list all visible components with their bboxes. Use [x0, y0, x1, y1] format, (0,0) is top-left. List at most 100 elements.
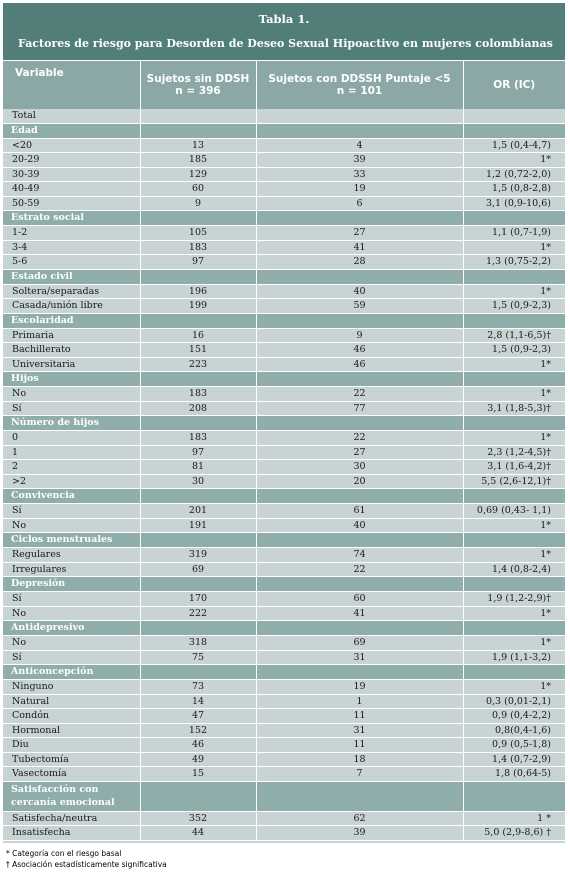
section-filler-cell [463, 532, 565, 548]
section-header-row: Anticoncepción [3, 664, 565, 680]
row-sin-ddsh-count: 73 [140, 679, 257, 695]
row-sin-ddsh-count: 208 [140, 401, 257, 416]
table-row: Regulares 319 74 1* [3, 547, 565, 563]
section-header-row: Satisfacción con cercanía emocional [3, 781, 565, 812]
row-label: Irregulares [3, 562, 141, 577]
footnote-significant: † Asociación estadísticamente significat… [6, 860, 167, 869]
footnotes: * Categoría con el riesgo basal † Asocia… [6, 848, 167, 870]
section-header-row: Convivencia [3, 488, 565, 504]
row-label: 0 [3, 430, 141, 446]
row-odds-ratio: 3,1 (1,8-5,3)† [463, 401, 565, 416]
total-row: Total [3, 109, 565, 124]
column-header-sin-line1: Sujetos sin DDSH [146, 73, 250, 85]
row-label: Soltera/separadas [3, 284, 141, 299]
total-or-cell [463, 109, 565, 124]
row-odds-ratio: 0,3 (0,01-2,1) [463, 694, 565, 709]
section-header-row: Estrato social [3, 210, 565, 226]
row-con-ddssh-count: 39 [256, 825, 464, 841]
table-row: 1-2 105 27 1,1 (0,7-1,9) [3, 225, 565, 241]
section-title: Anticoncepción [3, 664, 141, 680]
row-sin-ddsh-count: 49 [140, 752, 257, 767]
row-con-ddssh-count: 7 [256, 766, 464, 782]
section-filler-cell [463, 576, 565, 592]
row-odds-ratio: 1* [463, 679, 565, 695]
column-header-con-ddssh: Sujetos con DDSSH Puntaje <5 n = 101 [256, 60, 464, 109]
row-sin-ddsh-count: 151 [140, 342, 257, 358]
table-row: 40-49 60 19 1,5 (0,8-2,8) [3, 181, 565, 197]
table-row: Universitaria 223 46 1* [3, 357, 565, 372]
section-filler-cell [463, 415, 565, 431]
row-con-ddssh-count: 11 [256, 737, 464, 753]
table-row: Vasectomía 15 7 1,8 (0,64-5) [3, 766, 565, 782]
row-label: No [3, 635, 141, 651]
section-filler-cell [256, 620, 464, 636]
section-filler-cell [256, 576, 464, 592]
row-con-ddssh-count: 11 [256, 708, 464, 724]
section-filler-cell [140, 415, 257, 431]
row-odds-ratio: 1* [463, 518, 565, 533]
row-odds-ratio: 1,8 (0,64-5) [463, 766, 565, 782]
section-title-line1: Satisfacción con [11, 784, 99, 795]
header-row: Variable Sujetos sin DDSH n = 396 Sujeto… [3, 60, 565, 109]
row-sin-ddsh-count: 199 [140, 298, 257, 314]
row-label: Primaria [3, 328, 141, 343]
row-sin-ddsh-count: 319 [140, 547, 257, 563]
row-odds-ratio: 1* [463, 386, 565, 402]
section-filler-cell [463, 664, 565, 680]
table-row: Tubectomía 49 18 1,4 (0,7-2,9) [3, 752, 565, 767]
row-sin-ddsh-count: 183 [140, 240, 257, 255]
row-label: Tubectomía [3, 752, 141, 767]
total-sin-cell [140, 109, 257, 124]
section-title: Escolaridad [3, 313, 141, 329]
section-filler-cell [256, 269, 464, 285]
row-odds-ratio: 5,0 (2,9-8,6) † [463, 825, 565, 841]
row-odds-ratio: 1,5 (0,4-4,7) [463, 138, 565, 153]
row-sin-ddsh-count: 201 [140, 503, 257, 519]
table-row: 20-29 185 39 1* [3, 152, 565, 168]
row-con-ddssh-count: 41 [256, 240, 464, 255]
row-label: Satisfecha/neutra [3, 811, 141, 826]
section-filler-cell [140, 371, 257, 387]
row-label: 2 [3, 459, 141, 475]
row-label: No [3, 386, 141, 402]
table-title-bar: Tabla 1. Factores de riesgo para Desorde… [3, 3, 565, 60]
row-label: 1 [3, 445, 141, 460]
section-filler-cell [463, 313, 565, 329]
row-con-ddssh-count: 31 [256, 650, 464, 665]
table-row: No 183 22 1* [3, 386, 565, 402]
row-sin-ddsh-count: 318 [140, 635, 257, 651]
column-header-sin-ddsh: Sujetos sin DDSH n = 396 [140, 60, 257, 109]
row-con-ddssh-count: 74 [256, 547, 464, 563]
section-filler-cell [140, 576, 257, 592]
row-label: Sí [3, 401, 141, 416]
section-title: Ciclos menstruales [3, 532, 141, 548]
row-odds-ratio: 1* [463, 430, 565, 446]
row-sin-ddsh-count: 223 [140, 357, 257, 372]
section-filler-cell [256, 313, 464, 329]
row-con-ddssh-count: 9 [256, 328, 464, 343]
row-con-ddssh-count: 40 [256, 518, 464, 533]
row-sin-ddsh-count: 191 [140, 518, 257, 533]
section-filler-cell [256, 371, 464, 387]
total-con-cell [256, 109, 464, 124]
row-odds-ratio: 1,9 (1,2-2,9)† [463, 591, 565, 607]
row-sin-ddsh-count: 183 [140, 386, 257, 402]
section-filler-cell [463, 620, 565, 636]
row-con-ddssh-count: 27 [256, 445, 464, 460]
row-sin-ddsh-count: 352 [140, 811, 257, 826]
section-title: Satisfacción con cercanía emocional [3, 781, 141, 812]
row-con-ddssh-count: 59 [256, 298, 464, 314]
row-con-ddssh-count: 31 [256, 723, 464, 738]
table-row: Soltera/separadas 196 40 1* [3, 284, 565, 299]
row-label: Natural [3, 694, 141, 709]
row-sin-ddsh-count: 129 [140, 167, 257, 182]
table-row: 3-4 183 41 1* [3, 240, 565, 255]
row-label: 5-6 [3, 254, 141, 270]
row-odds-ratio: 1,5 (0,9-2,3) [463, 298, 565, 314]
section-filler-cell [463, 488, 565, 504]
row-con-ddssh-count: 22 [256, 386, 464, 402]
table-row: Natural 14 1 0,3 (0,01-2,1) [3, 694, 565, 709]
row-con-ddssh-count: 20 [256, 474, 464, 489]
row-sin-ddsh-count: 16 [140, 328, 257, 343]
row-label: Vasectomía [3, 766, 141, 782]
